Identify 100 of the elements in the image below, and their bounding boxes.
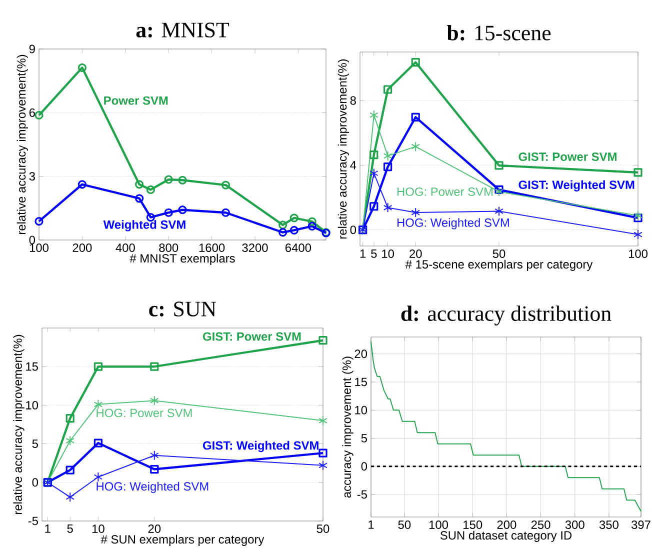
series-label: GIST: Power SVM [203, 332, 301, 341]
x-tick-label: 397 [631, 520, 650, 529]
y-tick-label: 0 [32, 478, 38, 487]
point [150, 362, 159, 371]
chart-title: a: MNIST [136, 22, 230, 38]
x-tick-label: 800 [159, 244, 178, 252]
x-tick-label: 10 [92, 524, 104, 533]
point [411, 112, 420, 122]
x-tick-label: 400 [116, 244, 135, 252]
y-tick-label: 10 [355, 406, 368, 414]
y-tick-label: 10 [26, 400, 38, 410]
x-tick-label: 1 [45, 524, 50, 533]
x-tick-label: 6400 [286, 244, 312, 252]
y-tick-label: 3 [29, 172, 35, 181]
y-tick-label: 6 [29, 108, 35, 117]
point [494, 185, 504, 194]
point [94, 399, 103, 410]
x-axis-title: SUN dataset category ID [440, 530, 572, 542]
y-tick-label: 15 [355, 378, 367, 386]
y-tick-label: 0 [361, 462, 368, 471]
x-tick-label: 200 [72, 244, 92, 252]
point [370, 110, 378, 120]
point [66, 466, 74, 474]
point [634, 214, 642, 222]
y-tick-label: 0 [29, 236, 36, 244]
y-axis-title: relative accuracy improvement(%) [338, 59, 349, 239]
x-tick-label: 250 [531, 520, 550, 529]
point [411, 208, 420, 218]
point [634, 168, 642, 177]
point [494, 161, 504, 170]
x-tick-label: 3200 [242, 244, 268, 252]
y-tick-label: 9 [29, 44, 35, 54]
x-tick-label: 5 [67, 524, 73, 533]
line-series [370, 341, 642, 512]
series-label: HOG: Power SVM [96, 408, 192, 418]
point [150, 464, 159, 474]
point [318, 416, 328, 426]
y-tick-label: 5 [32, 440, 38, 448]
point [634, 230, 642, 240]
point [150, 396, 159, 406]
series-label: GIST: Weighted SVM [203, 440, 318, 452]
x-tick-label: 1 [368, 520, 374, 529]
point [634, 210, 642, 221]
point [94, 362, 102, 371]
y-tick-label: -5 [357, 490, 367, 499]
y-tick-label: 5 [361, 434, 367, 442]
point [318, 336, 328, 345]
point [94, 438, 102, 448]
series-label: HOG: Weighted SVM [96, 482, 208, 493]
point [66, 436, 74, 446]
point [383, 150, 392, 161]
point [411, 58, 420, 67]
chart-title: b: 15-scene [446, 24, 551, 40]
y-tick-label: -5 [28, 516, 38, 526]
point [494, 186, 504, 197]
point [384, 162, 392, 172]
point [384, 85, 392, 94]
y-axis-title: relative accuracy improvement(%) [13, 334, 24, 514]
series-label: HOG: Weighted SVM [397, 218, 509, 230]
y-tick-label: 15 [26, 362, 38, 371]
y-tick-label: 4 [350, 161, 356, 170]
series-label: GIST: Weighted SVM [518, 180, 634, 192]
series-label: HOG: Power SVM [397, 187, 492, 196]
point [370, 202, 378, 211]
y-tick-label: 8 [350, 96, 356, 105]
point [318, 448, 328, 458]
x-axis-title: # MNIST exemplars [130, 254, 235, 265]
point [66, 414, 74, 423]
y-tick-label: 20 [354, 350, 368, 358]
series-label: Weighted SVM [103, 220, 186, 232]
x-tick-label: 100 [429, 520, 448, 529]
x-tick-label: 5 [371, 250, 377, 258]
x-axis-title: # 15-scene exemplars per category [405, 260, 593, 271]
x-tick-label: 20 [148, 524, 161, 533]
x-tick-label: 200 [497, 520, 516, 529]
point [94, 472, 103, 482]
y-tick-label: 0 [350, 226, 356, 234]
point [370, 168, 378, 178]
x-tick-label: 300 [565, 520, 584, 529]
x-tick-label: 50 [398, 520, 411, 529]
x-tick-label: 150 [464, 520, 482, 529]
point [383, 202, 392, 213]
point [150, 450, 159, 460]
y-axis-title: relative accuracy improvement(%) [16, 54, 28, 234]
x-tick-label: 50 [316, 524, 330, 533]
point [370, 150, 378, 160]
x-tick-label: 10 [382, 250, 394, 258]
series-label: Power SVM [104, 96, 168, 105]
x-tick-label: 100 [628, 250, 648, 258]
chart-title: c: SUN [149, 302, 216, 317]
x-tick-label: 1600 [199, 244, 225, 252]
x-tick-label: 350 [599, 520, 618, 529]
chart-title: d: accuracy distribution [401, 306, 612, 326]
x-axis-title: # SUN exemplars per category [100, 534, 264, 546]
point [494, 206, 504, 216]
series-label: GIST: Power SVM [518, 152, 616, 161]
point [66, 492, 74, 502]
x-tick-label: 1 [360, 250, 366, 258]
point [318, 460, 328, 470]
point [411, 142, 420, 152]
